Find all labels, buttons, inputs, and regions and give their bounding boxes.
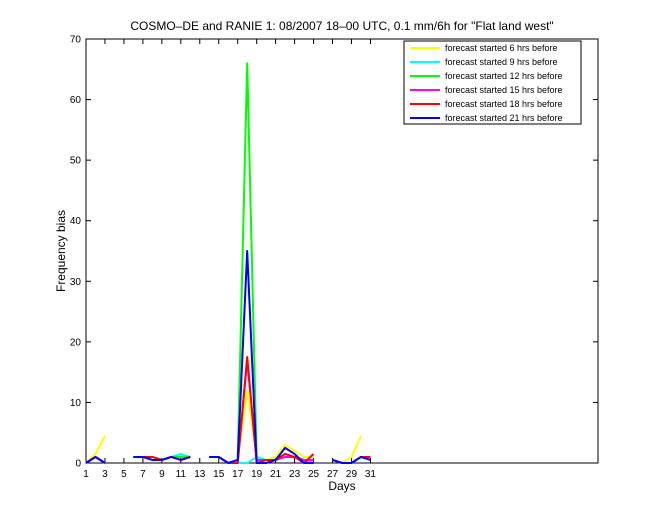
y-axis-label: Frequency bias (54, 210, 68, 292)
x-tick-label: 31 (365, 469, 377, 480)
y-tick-label: 40 (70, 216, 82, 227)
x-tick-label: 21 (270, 469, 282, 480)
y-tick-label: 30 (70, 277, 82, 288)
x-tick-label: 17 (232, 469, 244, 480)
x-tick-label: 7 (140, 469, 146, 480)
chart-title: COSMO–DE and RANIE 1: 08/2007 18–00 UTC,… (130, 19, 553, 33)
y-tick-label: 50 (70, 156, 82, 167)
y-tick-label: 60 (70, 95, 82, 106)
x-tick-label: 13 (194, 469, 206, 480)
series-line-6 (85, 250, 371, 464)
x-tick-label: 11 (176, 469, 187, 480)
legend-entry: forecast started 12 hrs before (445, 71, 563, 81)
x-tick-label: 3 (102, 469, 108, 480)
x-tick-label: 9 (159, 469, 165, 480)
y-tick-label: 10 (70, 398, 82, 409)
legend-box (403, 40, 582, 125)
legend-entry: forecast started 9 hrs before (445, 57, 558, 67)
x-axis: 1 3 5 7 9 11 13 15 17 19 21 23 25 27 29 31 (83, 39, 376, 480)
series-lines (85, 62, 371, 464)
y-axis: 0 10 20 30 40 50 60 70 (70, 35, 598, 470)
x-tick-label: 25 (308, 469, 320, 480)
x-tick-label: 19 (251, 469, 263, 480)
y-tick-label: 20 (70, 337, 82, 348)
x-tick-label: 5 (121, 469, 127, 480)
legend-entry: forecast started 15 hrs before (445, 85, 563, 95)
y-tick-label: 70 (70, 35, 82, 46)
x-tick-label: 27 (327, 469, 339, 480)
x-axis-label: Days (328, 479, 355, 493)
legend: forecast started 6 hrs before forecast st… (403, 40, 582, 125)
x-tick-label: 1 (83, 469, 89, 480)
legend-entry: forecast started 6 hrs before (445, 43, 558, 53)
legend-entry: forecast started 21 hrs before (445, 113, 563, 123)
y-tick-label: 0 (75, 459, 81, 470)
x-tick-label: 29 (346, 469, 358, 480)
x-tick-label: 23 (289, 469, 301, 480)
legend-entry: forecast started 18 hrs before (445, 99, 563, 109)
x-tick-label: 15 (213, 469, 225, 480)
